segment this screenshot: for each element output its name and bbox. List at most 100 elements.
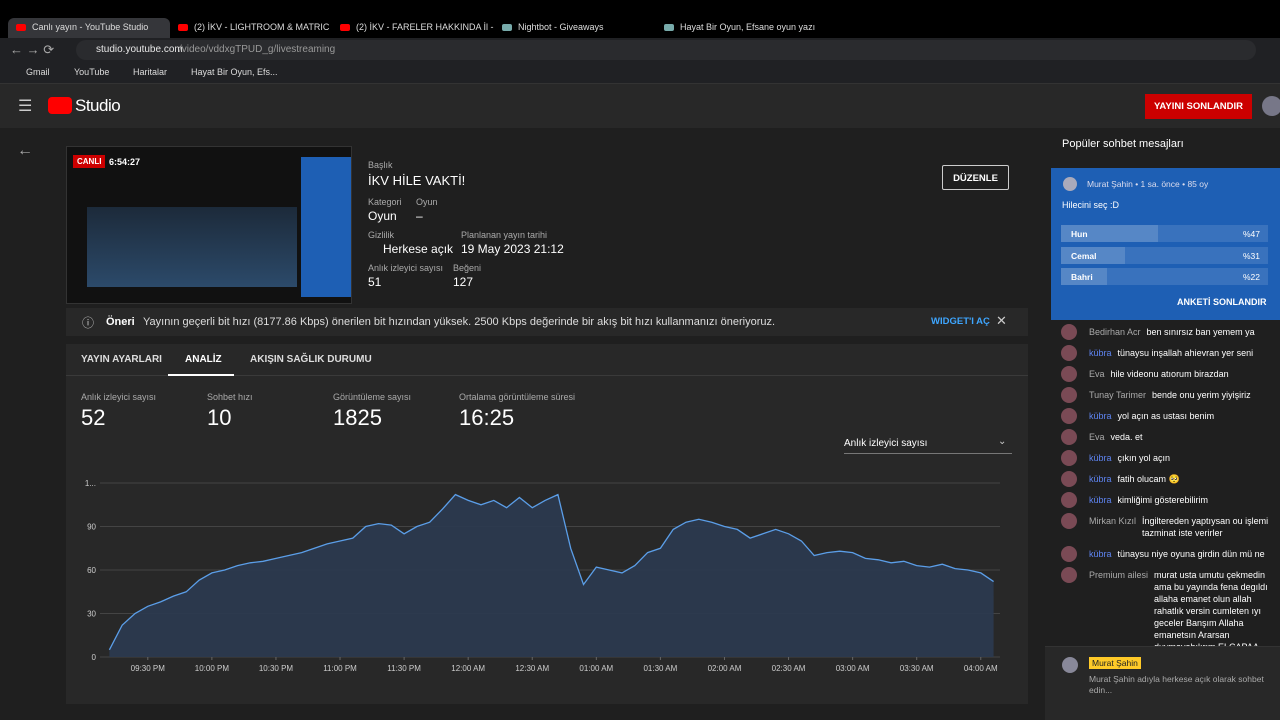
analytics-tab[interactable]: AKIŞIN SAĞLIK DURUMU xyxy=(250,354,372,365)
chat-message: kübra tünaysu inşallah ahievran yer seni xyxy=(1045,343,1280,364)
x-tick-label: 12:00 AM xyxy=(451,664,485,673)
chat-avatar xyxy=(1061,567,1077,583)
bookmark[interactable]: Hayat Bir Oyun, Efs... xyxy=(191,67,278,77)
studio-header: ☰ Studio YAYINI SONLANDIR xyxy=(0,84,1280,128)
privacy-label: Gizlilik xyxy=(368,230,394,240)
poll-option[interactable]: Cemal %31 xyxy=(1061,246,1268,264)
metric-select[interactable]: Anlık izleyici sayısı xyxy=(844,438,928,449)
url-box[interactable]: studio.youtube.com /video/vddxgTPUD_g/li… xyxy=(76,40,1256,60)
chat-author: kübra xyxy=(1089,549,1112,559)
browser-tab[interactable]: Hayat Bir Oyun, Efsane oyun yazı xyxy=(656,18,818,38)
close-icon[interactable]: ✕ xyxy=(996,313,1007,328)
nav-icons[interactable]: ← → ⟳ xyxy=(10,42,55,57)
stat-label: Sohbet hızı xyxy=(207,392,253,402)
poll-option[interactable]: Bahri %22 xyxy=(1061,268,1268,285)
poll-name: Cemal xyxy=(1071,250,1097,261)
x-tick-label: 12:30 AM xyxy=(515,664,549,673)
game: – xyxy=(416,209,423,223)
chat-text: bende onu yerim yiyişiriz xyxy=(1152,390,1251,400)
x-tick-label: 10:00 PM xyxy=(195,664,230,673)
chat-message: Bedirhan Acr ben sınırsız ban yemem ya xyxy=(1045,322,1280,343)
analytics-tab[interactable]: YAYIN AYARLARI xyxy=(81,354,162,365)
stat-value: 52 xyxy=(81,405,106,430)
x-tick-label: 01:30 AM xyxy=(643,664,677,673)
analytics-tab[interactable]: ANALİZ xyxy=(185,354,222,365)
likes: 127 xyxy=(453,275,474,289)
notice: ⓘ Öneri Yayının geçerli bit hızı (8177.8… xyxy=(66,308,1028,336)
chat-author: Eva xyxy=(1089,369,1105,379)
x-tick-label: 11:00 PM xyxy=(323,664,357,673)
dropdown-arrow[interactable]: ⌄ xyxy=(998,436,1007,447)
tab-icon xyxy=(664,24,674,31)
chat-message: kübra yol açın as ustası benim xyxy=(1045,406,1280,427)
bookmark[interactable]: YouTube xyxy=(74,67,110,77)
chat-avatar xyxy=(1061,429,1077,445)
chat-author: kübra xyxy=(1089,453,1112,463)
date: 19 May 2023 21:12 xyxy=(461,242,564,256)
x-tick-label: 02:00 AM xyxy=(708,664,742,673)
browser-tab[interactable]: Nightbot - Giveaways xyxy=(494,18,656,38)
chat-author: Premium ailesi xyxy=(1089,570,1149,580)
end-stream-button[interactable]: YAYINI SONLANDIR xyxy=(1145,94,1252,119)
tab-indicator xyxy=(168,374,234,376)
bookmark[interactable]: Gmail xyxy=(26,67,50,77)
chat-avatar xyxy=(1061,345,1077,361)
privacy: Herkese açık xyxy=(383,242,454,256)
chat-text: yol açın as ustası benim xyxy=(1117,411,1215,421)
poll-bar xyxy=(1061,268,1107,285)
tab-divider xyxy=(66,375,1028,376)
stat-label: Anlık izleyici sayısı xyxy=(81,392,157,402)
chat-avatar xyxy=(1061,387,1077,403)
chat-author: kübra xyxy=(1089,348,1112,358)
x-tick-label: 04:00 AM xyxy=(964,664,998,673)
poll-option[interactable]: Hun %47 xyxy=(1061,225,1268,242)
stat-value: 10 xyxy=(207,405,232,430)
chat-message: Eva veda. et xyxy=(1045,427,1280,448)
message-list: Bedirhan Acr ben sınırsız ban yemem ya küb… xyxy=(1045,322,1280,679)
line xyxy=(108,493,994,651)
chat-panel: Popüler sohbet mesajları Murat Şahin • 1… xyxy=(1045,128,1280,720)
chat-author: Bedirhan Acr xyxy=(1089,327,1141,337)
chat-message: Tunay Tarimer bende onu yerim yiyişiriz xyxy=(1045,385,1280,406)
y-tick-label: 1... xyxy=(85,479,96,488)
poll-question: Hilecini seç :D xyxy=(1062,200,1120,210)
chat-avatar xyxy=(1061,471,1077,487)
logo-text: Studio xyxy=(75,96,121,115)
back-icon[interactable]: ← xyxy=(17,142,33,159)
browser-tab[interactable]: (2) İKV - FARELER HAKKINDA İl - xyxy=(332,18,494,38)
likes-label: Beğeni xyxy=(453,263,482,273)
poll-percent: %22 xyxy=(1242,272,1260,282)
poll-name: Hun xyxy=(1071,229,1088,239)
url-path: /video/vddxgTPUD_g/livestreaming xyxy=(179,44,336,55)
user-badge: Murat Şahin xyxy=(1089,657,1141,669)
chat-avatar xyxy=(1061,408,1077,424)
select-underline xyxy=(844,453,1012,454)
live-time: 6:54:27 xyxy=(109,157,141,167)
bookmark[interactable]: Haritalar xyxy=(133,67,168,77)
y-tick-label: 0 xyxy=(92,653,97,662)
info-icon: ⓘ xyxy=(82,316,95,330)
input-hint[interactable]: Murat Şahin adıyla herkese açık olarak s… xyxy=(1089,674,1264,695)
poll-percent: %47 xyxy=(1242,229,1260,239)
x-tick-label: 09:30 PM xyxy=(131,664,166,673)
chat-message: Mirkan Kızıl İngiltereden yaptıysan ou iş… xyxy=(1045,511,1280,544)
y-tick-label: 60 xyxy=(87,566,96,575)
browser-tab[interactable]: Canlı yayın - YouTube Studio xyxy=(8,18,170,38)
avatar[interactable] xyxy=(1262,96,1280,116)
browser-tab[interactable]: (2) İKV - LIGHTROOM & MATRIC xyxy=(170,18,332,38)
preview-chat xyxy=(301,157,351,297)
chat-title[interactable]: Popüler sohbet mesajları xyxy=(1062,138,1184,150)
menu-icon[interactable]: ☰ xyxy=(18,98,33,115)
y-tick-label: 30 xyxy=(87,610,96,619)
end-poll[interactable]: ANKETİ SONLANDIR xyxy=(1177,297,1267,307)
tab-icon xyxy=(16,24,26,31)
tab-icon xyxy=(178,24,188,31)
chat-message: kübra tünaysu niye oyuna girdin dün mü ne xyxy=(1045,544,1280,565)
y-tick-label: 90 xyxy=(87,523,96,532)
widget-link[interactable]: WIDGET'I AÇ xyxy=(931,316,990,327)
chat-avatar xyxy=(1061,450,1077,466)
chat-text: tünaysu niye oyuna girdin dün mü ne xyxy=(1117,549,1265,559)
poll-bar xyxy=(1061,246,1126,264)
chat-text: murat usta umutu çekmedin ama bu yayında… xyxy=(1154,570,1268,652)
edit-button[interactable]: DÜZENLE xyxy=(942,165,1009,190)
